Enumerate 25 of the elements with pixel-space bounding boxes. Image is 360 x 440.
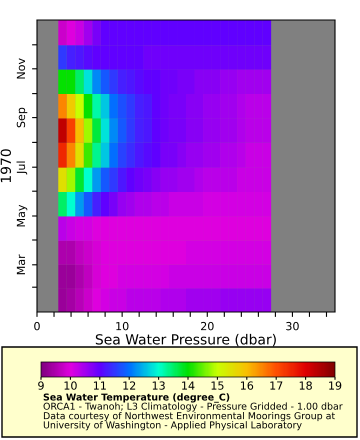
x-axis-title: Sea Water Pressure (dbar)	[96, 334, 276, 346]
x-tick-label: 0	[34, 322, 40, 330]
text: Data courtesy of Northwest Environmental Moorings Group at University of Washington - Applied Physical Laboratory	[44, 412, 335, 430]
x-tick-label: 10	[116, 322, 128, 330]
color-bar-label: 10	[64, 381, 77, 390]
color-bar-title: Sea Water Temperature (degree_C)	[44, 393, 230, 403]
x-tick-label: 30	[286, 322, 299, 330]
color-bar-label: 9	[38, 381, 44, 390]
y-tick-label: Nov	[16, 58, 26, 79]
color-bar-label: 14	[182, 382, 194, 390]
y-tick-label: Mar	[16, 254, 26, 274]
y-tick-label: Sep	[16, 108, 28, 128]
color-bar-label: 17	[270, 382, 282, 390]
color-bar-label: 12	[123, 381, 136, 390]
color-bar-label: 11	[94, 382, 106, 390]
color-bar-label: 15	[212, 382, 224, 390]
color-bar-label: 13	[152, 381, 165, 390]
y-axis-title: 1970	[0, 149, 12, 182]
color-bar-label: 18	[300, 381, 312, 390]
color-bar-label: 16	[240, 381, 254, 390]
text: ORCA1 - Twanoh; L3 Climatology - Pressure Gridded - 1.00 dbar	[44, 402, 343, 412]
y-tick-label: May	[16, 204, 28, 226]
color-bar-label: 19	[329, 381, 342, 390]
y-tick-label: Jul	[16, 162, 28, 174]
x-tick-label: 20	[201, 322, 214, 330]
